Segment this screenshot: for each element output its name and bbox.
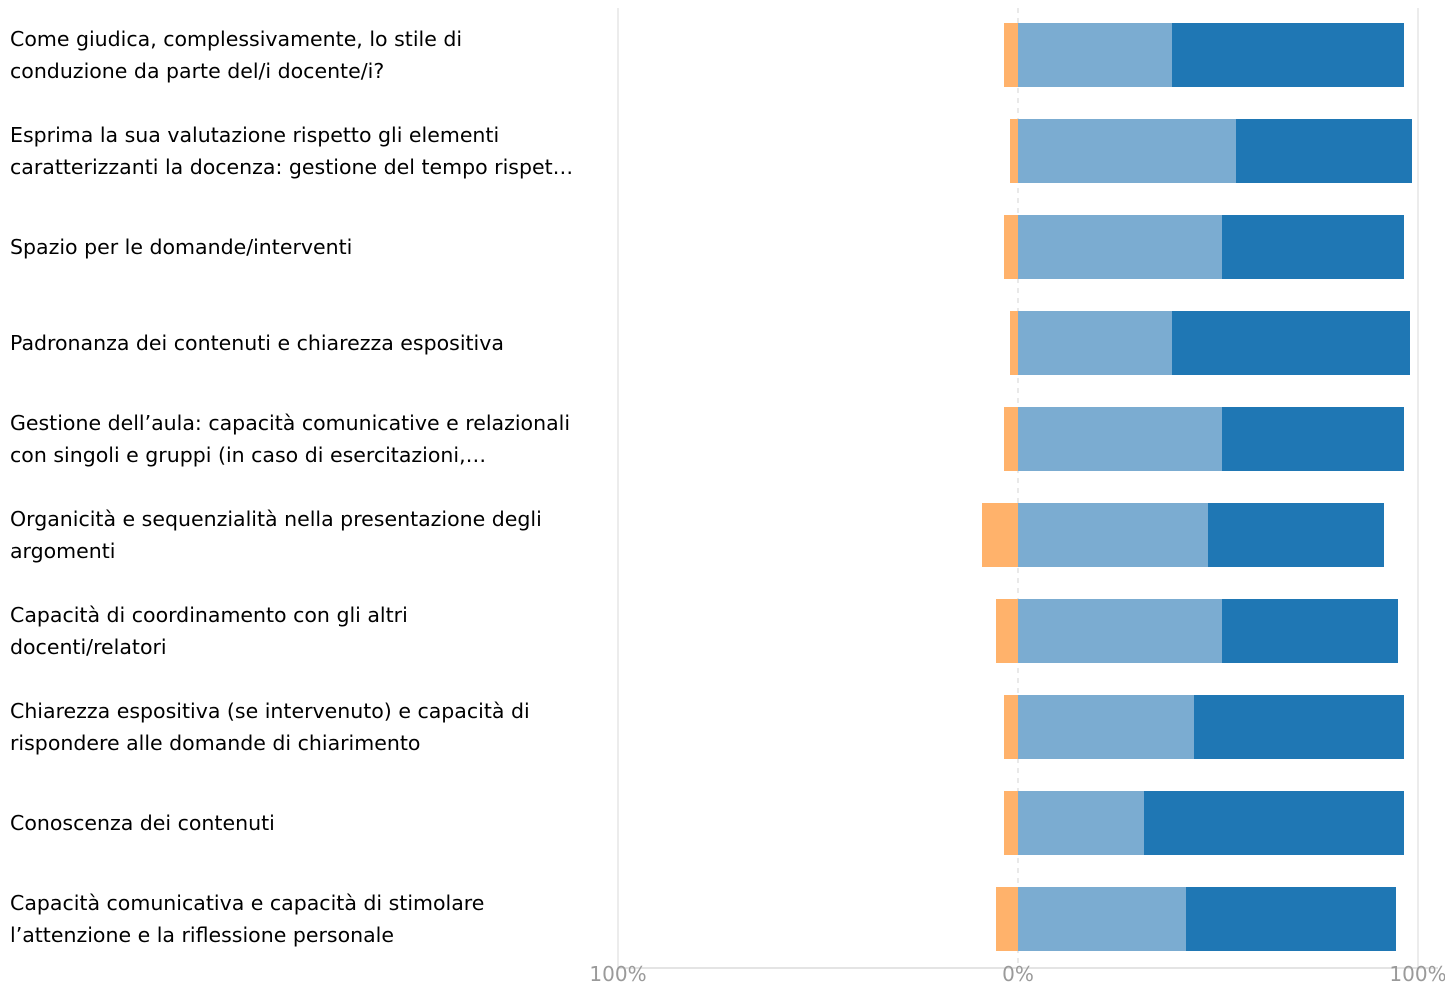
bar-6-series-0 (996, 599, 1018, 663)
category-label: Capacità di coordinamento con gli altri … (10, 603, 408, 659)
bar-1-series-1 (1018, 119, 1236, 183)
bar-8-series-1 (1018, 791, 1144, 855)
bar-3-series-0 (1010, 311, 1018, 375)
bar-0-series-0 (1004, 23, 1018, 87)
bar-8-series-0 (1004, 791, 1018, 855)
x-tick-label: 0% (1002, 962, 1034, 986)
bar-1-series-2 (1236, 119, 1412, 183)
bar-9-series-0 (996, 887, 1018, 951)
category-label: Padronanza dei contenuti e chiarezza esp… (10, 331, 504, 355)
bar-5-series-0 (982, 503, 1018, 567)
x-tick-label: 100% (1389, 962, 1445, 986)
bar-4-series-0 (1004, 407, 1018, 471)
bar-5-series-2 (1208, 503, 1384, 567)
category-label: Esprima la sua valutazione rispetto gli … (10, 123, 574, 179)
bar-2-series-2 (1222, 215, 1404, 279)
bar-9-series-1 (1018, 887, 1186, 951)
bar-7-series-0 (1004, 695, 1018, 759)
bar-0-series-1 (1018, 23, 1172, 87)
bar-1-series-0 (1010, 119, 1018, 183)
bar-3-series-1 (1018, 311, 1172, 375)
category-label: Spazio per le domande/interventi (10, 235, 353, 259)
category-label: Conoscenza dei contenuti (10, 811, 275, 835)
bar-5-series-1 (1018, 503, 1208, 567)
bar-6-series-1 (1018, 599, 1222, 663)
bar-2-series-0 (1004, 215, 1018, 279)
bar-6-series-2 (1222, 599, 1398, 663)
category-label: Come giudica, complessivamente, lo stile… (10, 27, 463, 83)
x-tick-label: 100% (589, 962, 647, 986)
bar-4-series-2 (1222, 407, 1404, 471)
category-label: Chiarezza espositiva (se intervenuto) e … (10, 699, 530, 755)
bar-2-series-1 (1018, 215, 1222, 279)
category-label: Capacità comunicativa e capacità di stim… (10, 891, 485, 947)
bar-4-series-1 (1018, 407, 1222, 471)
category-label: Organicità e sequenzialità nella present… (10, 507, 542, 563)
bar-7-series-2 (1194, 695, 1404, 759)
bar-3-series-2 (1172, 311, 1410, 375)
bar-8-series-2 (1144, 791, 1404, 855)
bar-9-series-2 (1186, 887, 1396, 951)
category-label: Gestione dell’aula: capacità comunicativ… (10, 411, 571, 467)
bar-0-series-2 (1172, 23, 1404, 87)
bar-7-series-1 (1018, 695, 1194, 759)
